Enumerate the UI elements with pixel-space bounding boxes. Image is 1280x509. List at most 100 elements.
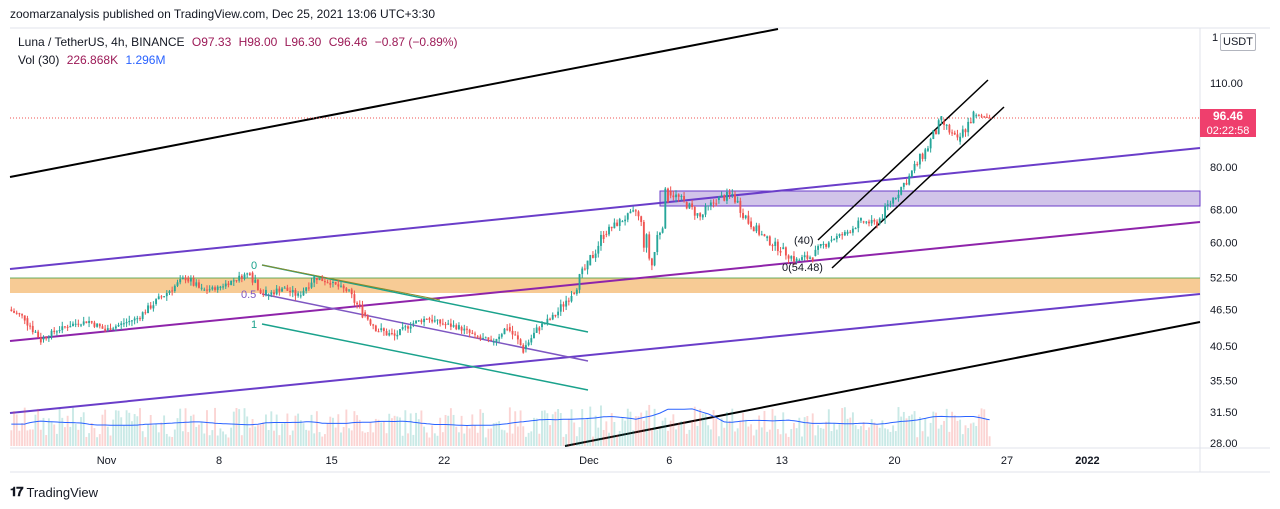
volume-bar: [554, 411, 557, 446]
candle-body: [267, 294, 270, 296]
volume-bar: [731, 408, 734, 446]
volume-bar: [744, 419, 747, 446]
candle-body: [977, 115, 980, 117]
orange-support-zone[interactable]: [10, 278, 1200, 293]
candle-body: [723, 195, 726, 201]
volume-bar: [768, 429, 771, 446]
candle-body: [916, 163, 919, 165]
volume-bar: [171, 436, 174, 446]
candle-body: [412, 323, 415, 325]
low-value: L96.30: [284, 35, 322, 49]
volume-bar: [600, 405, 602, 446]
volume-bar: [967, 428, 970, 446]
candle-body: [645, 234, 648, 248]
candle-body: [806, 255, 809, 259]
volume-bar: [265, 414, 267, 446]
volume-bar: [514, 411, 517, 446]
candle-body: [964, 129, 967, 133]
volume-bar: [452, 414, 455, 446]
volume-bar: [530, 431, 533, 446]
candle-body: [626, 213, 629, 220]
lower-purple-trendline[interactable]: [9, 293, 1201, 414]
volume-bar: [720, 418, 723, 446]
upper-black-trendline[interactable]: [9, 28, 779, 178]
volume-bar: [870, 419, 873, 446]
candle-body: [803, 255, 806, 258]
volume-label[interactable]: Vol (30): [18, 53, 60, 67]
candle-body: [66, 326, 69, 328]
volume-bar: [849, 417, 852, 446]
volume-bar: [90, 422, 93, 446]
volume-bar: [519, 410, 522, 446]
black-channel-lower[interactable]: [831, 106, 1005, 269]
volume-bar: [924, 418, 927, 446]
volume-bar: [85, 436, 88, 446]
volume-bar: [927, 436, 929, 446]
volume-bar: [830, 431, 833, 446]
teal-channel-mid[interactable]: [261, 293, 589, 362]
volume-bar: [417, 419, 420, 446]
upper-purple-trendline[interactable]: [9, 147, 1201, 270]
candle-body: [876, 221, 878, 226]
purple-resistance-zone[interactable]: [659, 190, 1201, 207]
volume-bar: [369, 422, 372, 446]
candle-body: [251, 272, 254, 283]
volume-bar: [760, 427, 763, 446]
candle-body: [621, 221, 624, 223]
volume-bar: [715, 418, 718, 446]
volume-bar: [206, 410, 208, 446]
candle-body: [776, 241, 779, 251]
candle-body: [897, 194, 900, 199]
candle-body: [500, 334, 503, 337]
volume-bar: [388, 413, 391, 446]
time-tick-label: 15: [325, 455, 337, 467]
candles[interactable]: [10, 110, 991, 354]
volume-bar: [29, 429, 32, 446]
candle-body: [152, 305, 155, 309]
price-axis[interactable]: 110.00 80.00 68.00 60.00 52.50 46.50 40.50 35.5…: [1210, 78, 1243, 450]
candle-body: [640, 216, 643, 222]
volume-bar: [533, 417, 535, 446]
last-price-value: 96.46: [1212, 109, 1244, 123]
symbol-title[interactable]: Luna / TetherUS, 4h, BINANCE: [18, 35, 185, 49]
volume-bar: [736, 428, 739, 446]
volume-bar: [790, 429, 793, 446]
black-channel-upper[interactable]: [817, 79, 989, 241]
volume-legend: Vol (30) 226.868K 1.296M: [18, 53, 169, 67]
volume-bar: [302, 423, 305, 446]
candle-body: [519, 339, 522, 346]
magenta-trendline[interactable]: [9, 221, 1201, 342]
volume-bar: [436, 435, 439, 446]
volume-bar: [433, 433, 436, 446]
volume-bar: [447, 415, 450, 446]
candle-body: [589, 255, 592, 266]
volume-bar: [399, 417, 401, 446]
volume-bar: [396, 416, 399, 446]
teal-channel-lower[interactable]: [261, 323, 589, 391]
candle-body: [64, 326, 66, 328]
volume-bar: [897, 407, 900, 446]
volume-bar: [822, 428, 825, 446]
footer-brand[interactable]: TradingView: [26, 484, 99, 500]
lower-black-trendline[interactable]: [564, 321, 1201, 447]
volume-bar: [141, 431, 144, 446]
volume-bar: [382, 421, 385, 446]
volume-bar: [900, 416, 903, 446]
volume-bar: [457, 432, 460, 446]
candle-body: [927, 148, 929, 151]
candle-body: [388, 333, 391, 336]
volume-bar: [492, 423, 495, 446]
volume-bar: [61, 417, 64, 446]
fib2-label-bottom: 0(54.48): [782, 262, 823, 274]
candle-body: [262, 293, 265, 295]
currency-button[interactable]: USDT: [1220, 33, 1256, 51]
time-axis[interactable]: Nov 8 15 22 Dec 6 13 20 27 2022: [97, 455, 1100, 467]
candle-body: [766, 236, 769, 239]
candle-body: [208, 289, 211, 291]
tradingview-logo-icon[interactable]: 𝟏𝟕: [10, 484, 24, 499]
candle-body: [364, 312, 367, 316]
candle-body: [943, 121, 945, 125]
candle-body: [618, 219, 621, 226]
price-tick-label: 46.50: [1210, 305, 1238, 317]
